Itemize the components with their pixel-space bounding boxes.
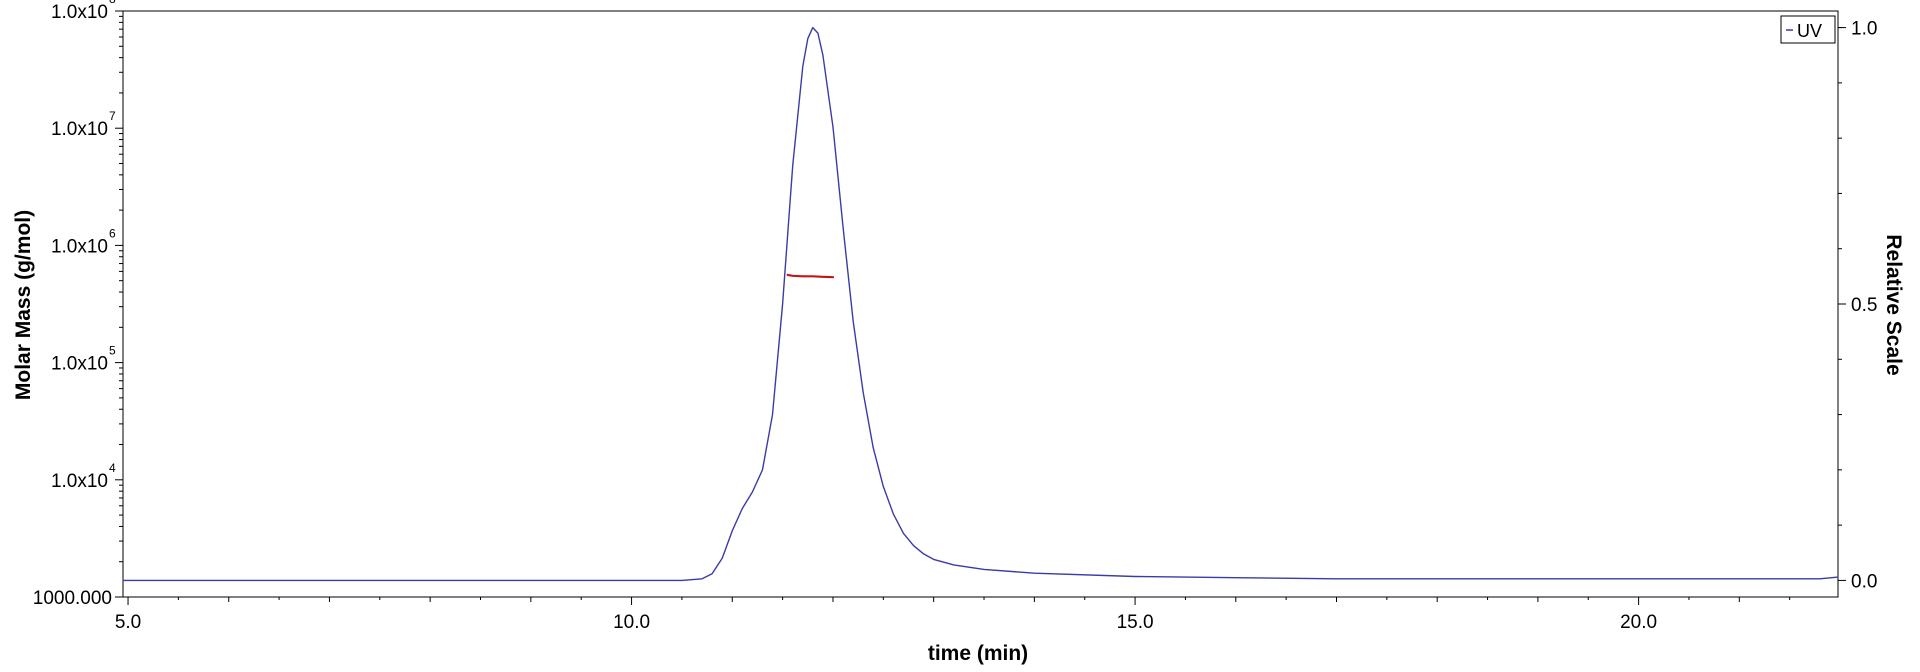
plot-frame — [122, 10, 1839, 598]
legend-label-uv: UV — [1797, 21, 1822, 41]
y-tick-label-0: 1000.000 — [33, 588, 112, 609]
y2-axis-title: Relative Scale — [1882, 234, 1905, 375]
y-tick-exponent-1: 4 — [109, 461, 116, 475]
x-axis: 5.0 10.0 15.0 20.0 — [115, 597, 1657, 633]
y-axis-title: Molar Mass (g/mol) — [12, 210, 35, 400]
x-tick-label-0: 5.0 — [115, 612, 141, 633]
legend-box — [1780, 15, 1836, 44]
y-tick-label-3: 1.0x10 — [51, 236, 108, 257]
y2-tick-label-2: 1.0 — [1851, 19, 1877, 40]
x-tick-label-2: 15.0 — [1117, 612, 1154, 633]
x-tick-label-3: 20.0 — [1620, 612, 1657, 633]
legend: UV — [1780, 15, 1836, 44]
minor-ticks — [119, 15, 1842, 602]
y-tick-exponent-3: 6 — [109, 226, 116, 240]
series-line-uv — [122, 26, 1839, 582]
series-line-molar-mass — [786, 273, 835, 279]
y2-tick-label-1: 0.5 — [1851, 295, 1877, 316]
y-tick-exponent-4: 7 — [109, 109, 116, 123]
y-tick-label-4: 1.0x10 — [51, 119, 108, 140]
y-tick-label-1: 1.0x10 — [51, 471, 108, 492]
x-tick-label-1: 10.0 — [613, 612, 650, 633]
x-axis-title: time (min) — [928, 642, 1028, 665]
y-tick-exponent-2: 5 — [109, 344, 116, 358]
y-tick-label-2: 1.0x10 — [51, 354, 108, 375]
y-axis-right: 0.0 0.5 1.0 — [1838, 19, 1877, 592]
series-layer — [122, 26, 1839, 582]
y-tick-label-5: 1.0x10 — [51, 2, 108, 23]
y-axis-left: 1000.0001.0x1041.0x1051.0x1061.0x1071.0x… — [33, 0, 123, 609]
y2-tick-label-0: 0.0 — [1851, 571, 1877, 592]
y-tick-exponent-5: 8 — [109, 0, 116, 6]
